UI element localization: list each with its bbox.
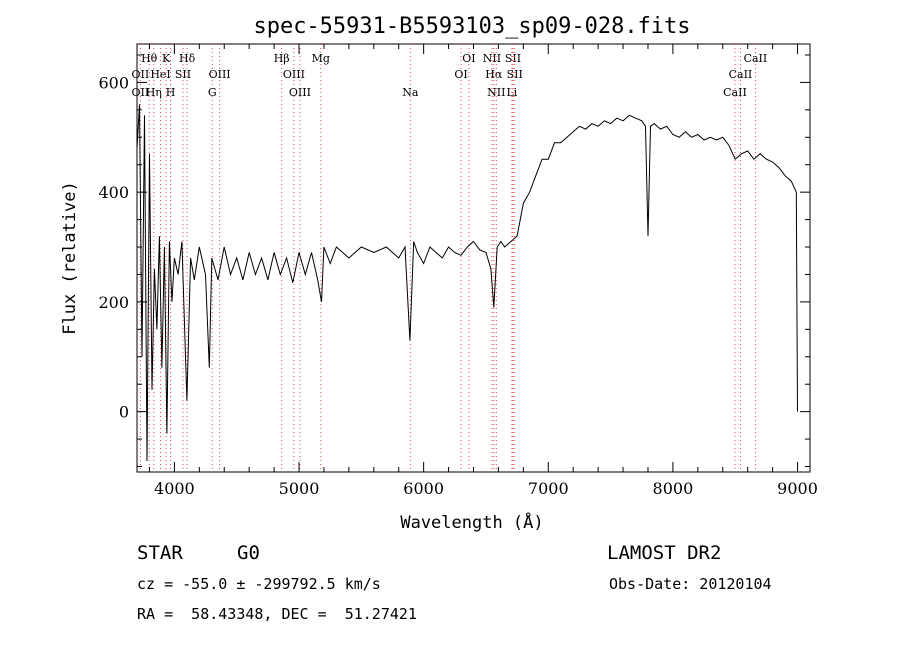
line-marker-label-26: CaII [723,86,747,99]
line-marker-label-16: OI [462,52,475,65]
line-marker-label-19: Hα [485,68,503,81]
chart-title: spec-55931-B5593103_sp09-028.fits [253,14,690,39]
line-marker-label-4: HeI [150,68,170,81]
line-marker-label-18: NII [483,52,501,65]
line-marker-label-7: H [166,86,176,99]
survey-name: LAMOST DR2 [607,542,722,564]
line-marker-label-2: OII [132,86,150,99]
line-marker-label-14: Mg [312,52,330,65]
line-marker-label-22: SII [507,68,523,81]
line-marker-label-23: Li [506,86,517,99]
y-tick-label-0: 0 [119,403,129,422]
line-marker-label-5: Hη [146,86,162,99]
observation-date: Obs-Date: 20120104 [609,575,772,593]
coordinates: RA = 58.43348, DEC = 51.27421 [137,605,417,623]
line-marker-label-6: SII [175,68,191,81]
redshift-info: cz = -55.0 ± -299792.5 km/s [137,575,381,593]
y-tick-label-600: 600 [98,73,129,92]
line-marker-label-3: K [162,52,171,65]
line-marker-label-17: OI [454,68,467,81]
axis-ticks: 4000 5000 6000 7000 8000 9000 0 200 400 600 [98,44,818,498]
spectrum-series-line [136,104,798,462]
line-marker-label-1: OII [132,68,150,81]
x-tick-label-8000: 8000 [653,479,694,498]
object-class: STAR [137,542,183,564]
y-tick-label-200: 200 [98,293,129,312]
line-marker-label-25: CaII [729,68,753,81]
line-marker-label-15: Na [402,86,419,99]
line-marker-label-8: Hδ [179,52,196,65]
line-marker-label-11: Hβ [274,52,290,65]
line-marker-label-0: Hθ [141,52,158,65]
x-tick-label-6000: 6000 [403,479,444,498]
x-tick-label-5000: 5000 [279,479,320,498]
x-axis-label: Wavelength (Å) [400,511,543,533]
line-marker-label-21: SII [505,52,521,65]
line-marker-label-20: NII [487,86,505,99]
line-marker-label-12: OIII [283,68,305,81]
y-tick-label-400: 400 [98,183,129,202]
emission-line-markers: Hθ OII OII K HeI Hη SII H Hδ OIII G Hβ OIII OIII Mg Na O… [132,44,768,472]
line-marker-label-10: G [208,86,217,99]
line-marker-label-24: CaII [744,52,768,65]
y-axis-label: Flux (relative) [60,181,80,335]
line-marker-label-9: OIII [209,68,231,81]
x-tick-label-4000: 4000 [154,479,195,498]
x-tick-label-9000: 9000 [777,479,818,498]
plot-frame [136,43,811,473]
x-tick-label-7000: 7000 [528,479,569,498]
line-marker-label-13: OIII [289,86,311,99]
object-subclass: G0 [237,542,260,564]
